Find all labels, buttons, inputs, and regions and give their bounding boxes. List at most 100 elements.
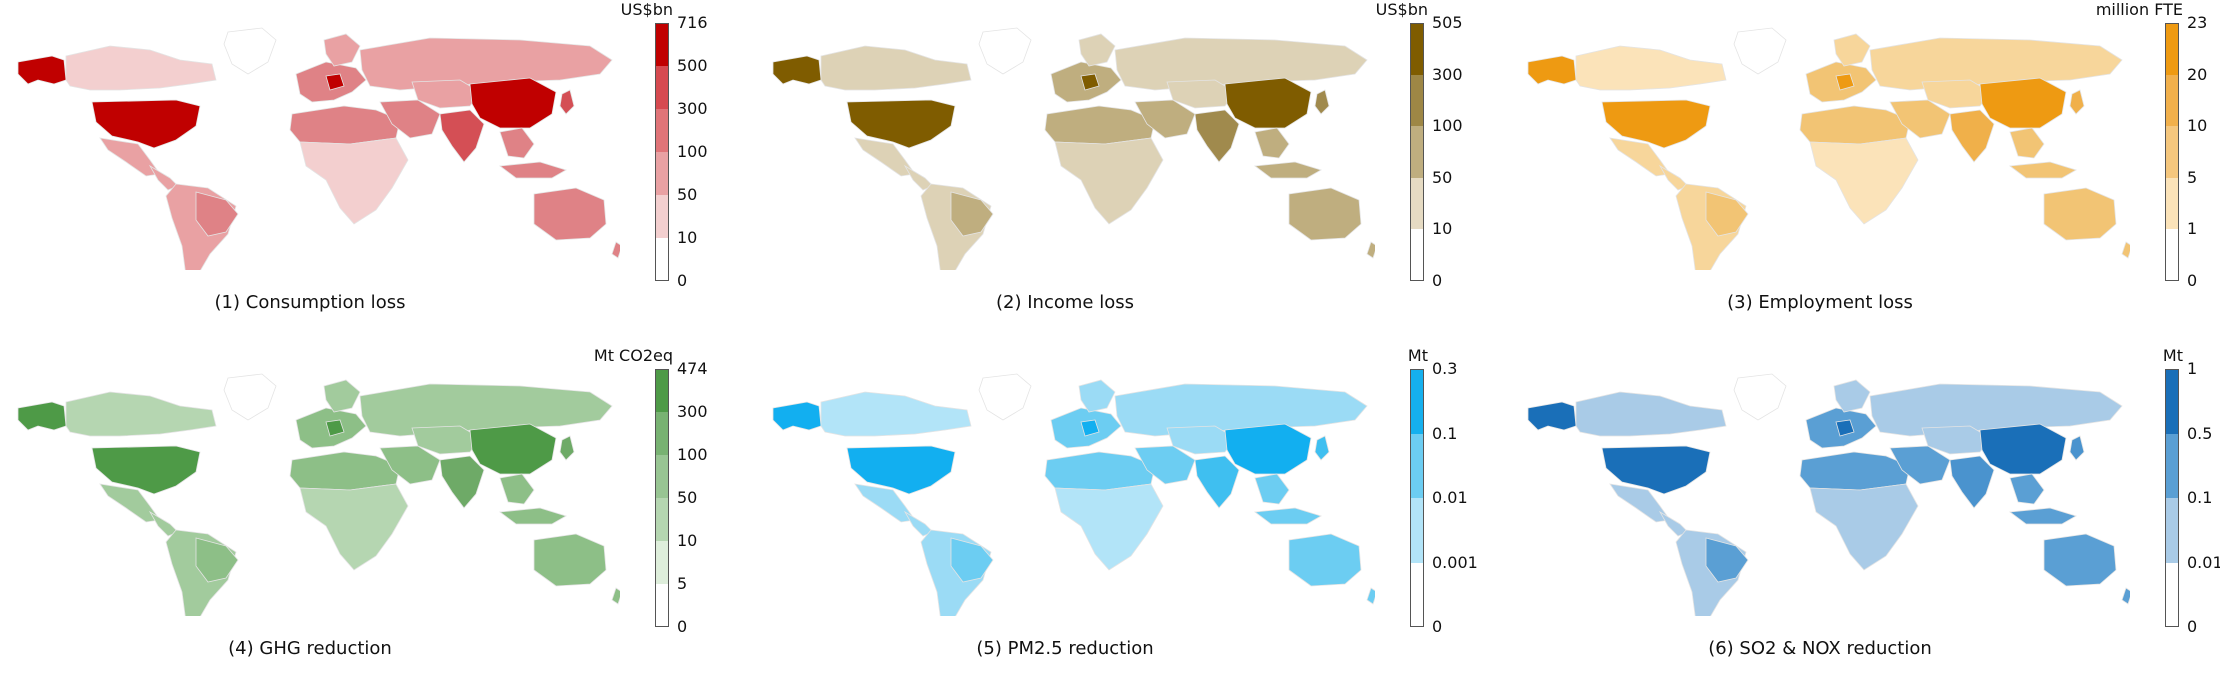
world-map xyxy=(772,27,1375,270)
region-brazil xyxy=(195,191,239,237)
region-greenland xyxy=(1733,373,1787,421)
region-alaska xyxy=(1527,55,1577,85)
region-canada xyxy=(820,391,972,437)
region-central-asia xyxy=(411,79,481,109)
colorbar-tick-label: 10 xyxy=(677,531,698,550)
region-greenland xyxy=(223,373,277,421)
region-n-africa xyxy=(1044,105,1156,145)
region-usa xyxy=(1601,99,1711,149)
colorbar-segment xyxy=(655,23,669,66)
region-se-asia xyxy=(2009,127,2045,159)
region-brazil xyxy=(950,191,994,237)
region-china xyxy=(469,77,557,129)
colorbar-tick-label: 500 xyxy=(677,56,708,75)
region-germany xyxy=(1080,73,1100,91)
colorbar-segment xyxy=(1410,23,1424,75)
region-mexico xyxy=(99,137,161,177)
colorbar-unit-label: US$bn xyxy=(620,0,673,19)
colorbar-unit-label: million FTE xyxy=(2095,0,2183,19)
region-n-africa xyxy=(289,451,401,491)
colorbar-tick-label: 0 xyxy=(2187,617,2198,636)
region-africa xyxy=(1054,483,1164,571)
colorbar xyxy=(655,23,669,281)
region-russia xyxy=(1869,37,2123,91)
region-indonesia xyxy=(2008,161,2078,179)
region-australia xyxy=(1288,187,1362,241)
region-greenland xyxy=(978,373,1032,421)
region-indonesia xyxy=(498,161,568,179)
colorbar-segment xyxy=(2165,229,2179,281)
region-canada xyxy=(65,391,217,437)
colorbar-segment xyxy=(655,66,669,109)
colorbar-segment xyxy=(1410,229,1424,281)
region-australia xyxy=(533,187,607,241)
region-africa xyxy=(299,483,409,571)
region-n-africa xyxy=(1799,451,1911,491)
region-alaska xyxy=(1527,401,1577,431)
region-n-africa xyxy=(1799,105,1911,145)
region-indonesia xyxy=(1253,161,1323,179)
map-panel-so2-nox-reduction: Mt (6) SO2 & NOX reduction 0 0.01 0.1 0.5 1 xyxy=(1510,346,2220,692)
region-canada xyxy=(1575,391,1727,437)
region-africa xyxy=(1054,137,1164,225)
colorbar xyxy=(1410,369,1424,627)
region-canada xyxy=(65,45,217,91)
region-greenland xyxy=(978,27,1032,75)
colorbar-segment xyxy=(1410,74,1424,127)
region-se-asia xyxy=(2009,473,2045,505)
colorbar xyxy=(1410,23,1424,281)
region-india xyxy=(439,109,485,163)
region-indonesia xyxy=(1253,507,1323,525)
colorbar-segment xyxy=(2165,562,2179,627)
region-se-asia xyxy=(499,127,535,159)
region-australia xyxy=(2043,533,2117,587)
colorbar-segment xyxy=(2165,177,2179,230)
region-china xyxy=(1224,423,1312,475)
region-china xyxy=(1979,77,2067,129)
colorbar-tick-label: 100 xyxy=(1432,116,1463,136)
colorbar-segment xyxy=(655,369,669,412)
region-russia xyxy=(1869,383,2123,437)
region-mexico xyxy=(854,483,916,523)
colorbar-unit-label: Mt xyxy=(1407,346,1428,365)
region-japan xyxy=(559,435,575,461)
colorbar-segment xyxy=(2165,498,2179,563)
panel-caption: (6) SO2 & NOX reduction xyxy=(1708,638,1932,659)
region-japan xyxy=(559,89,575,115)
region-usa xyxy=(91,99,201,149)
region-mexico xyxy=(854,137,916,177)
region-canada xyxy=(1575,45,1727,91)
map-panel-consumption-loss: US$bn (1) Consumption loss 0 10 50 100 300 50… xyxy=(0,0,740,346)
colorbar-segment xyxy=(1410,498,1424,563)
colorbar-segment xyxy=(1410,433,1424,498)
region-usa xyxy=(91,445,201,495)
region-india xyxy=(439,455,485,509)
colorbar-segment xyxy=(1410,562,1424,627)
colorbar-tick-label: 0 xyxy=(677,271,688,290)
colorbar-tick-label: 300 xyxy=(677,402,708,421)
colorbar-segment xyxy=(655,584,669,627)
region-central-asia xyxy=(1166,425,1236,455)
colorbar-segment xyxy=(655,412,669,455)
colorbar-tick-label: 100 xyxy=(677,142,708,161)
region-central-asia xyxy=(1921,425,1991,455)
region-usa xyxy=(846,99,956,149)
colorbar-tick-label: 505 xyxy=(1432,13,1463,32)
map-panel-income-loss: US$bn (2) Income loss 0 10 50 100 300 505 xyxy=(755,0,1495,346)
colorbar-tick-label: 5 xyxy=(2187,167,2198,187)
region-se-asia xyxy=(499,473,535,505)
region-n-africa xyxy=(1044,451,1156,491)
region-africa xyxy=(1809,483,1919,571)
region-russia xyxy=(359,37,613,91)
colorbar-segment xyxy=(2165,126,2179,178)
map-panel-pm25-reduction: Mt (5) PM2.5 reduction 0 0.001 0.01 0.1 0.3 xyxy=(755,346,1495,692)
colorbar-tick-label: 50 xyxy=(677,185,698,204)
region-japan xyxy=(2069,435,2085,461)
region-scandinavia xyxy=(323,33,361,67)
region-india xyxy=(1194,109,1240,163)
region-germany xyxy=(325,73,345,91)
region-greenland xyxy=(1733,27,1787,75)
colorbar-tick-label: 474 xyxy=(677,359,708,378)
region-greenland xyxy=(223,27,277,75)
panel-caption: (3) Employment loss xyxy=(1727,292,1913,313)
